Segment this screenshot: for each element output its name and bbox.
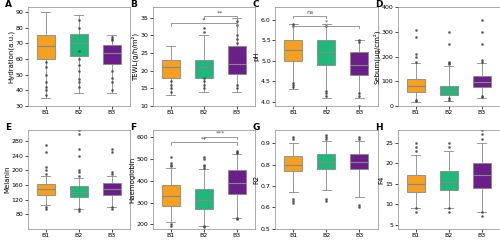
- Text: G: G: [252, 123, 260, 132]
- PathPatch shape: [228, 46, 246, 74]
- PathPatch shape: [350, 52, 368, 75]
- PathPatch shape: [284, 40, 302, 61]
- PathPatch shape: [440, 86, 458, 95]
- Text: E: E: [5, 123, 11, 132]
- PathPatch shape: [36, 35, 55, 59]
- Y-axis label: Hydration(a.u.): Hydration(a.u.): [8, 30, 14, 83]
- Text: **: **: [217, 10, 224, 15]
- Y-axis label: TEWL(g/h/m²): TEWL(g/h/m²): [132, 32, 139, 81]
- Text: *: *: [324, 20, 328, 25]
- PathPatch shape: [70, 34, 88, 56]
- PathPatch shape: [406, 79, 425, 92]
- Text: **: **: [200, 137, 207, 141]
- Text: B: B: [130, 0, 137, 9]
- PathPatch shape: [406, 175, 425, 192]
- Text: A: A: [5, 0, 12, 9]
- PathPatch shape: [194, 60, 213, 78]
- PathPatch shape: [194, 189, 213, 209]
- PathPatch shape: [350, 154, 368, 169]
- PathPatch shape: [102, 183, 121, 195]
- Y-axis label: Sebum(µg/cm²): Sebum(µg/cm²): [372, 29, 380, 84]
- Y-axis label: Haemoglobin: Haemoglobin: [129, 156, 135, 203]
- PathPatch shape: [472, 163, 491, 188]
- Text: C: C: [252, 0, 259, 9]
- Y-axis label: pH: pH: [254, 52, 260, 62]
- PathPatch shape: [162, 185, 180, 206]
- PathPatch shape: [36, 184, 55, 195]
- Text: H: H: [375, 123, 382, 132]
- PathPatch shape: [228, 170, 246, 194]
- Y-axis label: Melanin: Melanin: [4, 166, 10, 193]
- PathPatch shape: [317, 40, 336, 65]
- PathPatch shape: [162, 60, 180, 78]
- PathPatch shape: [440, 171, 458, 190]
- PathPatch shape: [472, 76, 491, 87]
- PathPatch shape: [284, 156, 302, 171]
- Text: D: D: [375, 0, 382, 9]
- PathPatch shape: [70, 186, 88, 197]
- Y-axis label: F4: F4: [378, 175, 384, 184]
- Y-axis label: R2: R2: [254, 175, 260, 184]
- PathPatch shape: [102, 45, 121, 64]
- Text: *: *: [202, 17, 205, 22]
- PathPatch shape: [317, 154, 336, 169]
- Text: F: F: [130, 123, 136, 132]
- Text: ***: ***: [216, 131, 225, 136]
- Text: ns: ns: [306, 10, 314, 15]
